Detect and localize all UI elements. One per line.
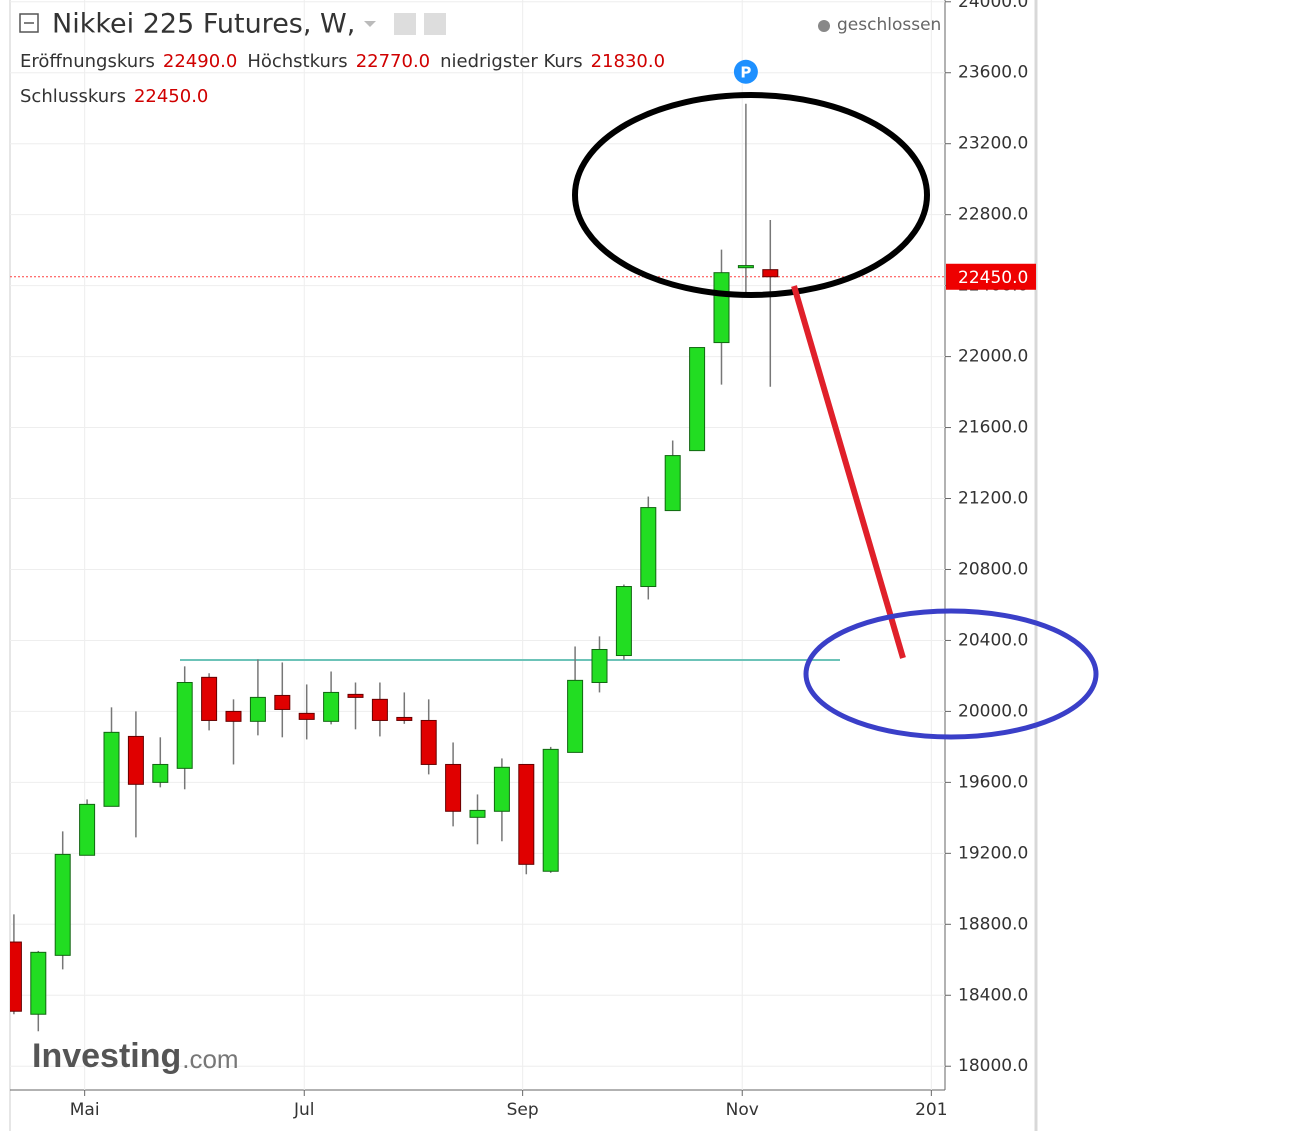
candle-body [201,676,218,721]
legend-label: Eröffnungskurs [20,51,155,72]
candle-body [347,693,364,698]
annotations [572,92,1099,740]
y-tick-label: 19200.0 [958,843,1028,863]
event-marker-label: P [740,63,751,81]
candle-body [30,951,47,1015]
legend-value: 22490.0 [163,51,237,72]
logo-name: Investing [32,1037,181,1075]
candle-body [469,809,486,818]
annotation-arrow [791,285,906,659]
ohlc-legend: Schlusskurs 22450.0 [20,86,208,107]
candle-body [127,735,144,785]
y-tick-label: 24000.0 [958,0,1028,12]
y-tick-label: 20000.0 [958,701,1028,721]
candle-body [713,272,730,344]
chart-title: Nikkei 225 Futures, W, [52,9,355,40]
candle-body [225,710,242,722]
candle-body [445,763,462,812]
candle-body [567,679,584,753]
candle-body [762,269,779,278]
y-tick-label: 18800.0 [958,914,1028,934]
annotation-ellipse [803,608,1099,740]
candle-body [542,748,559,872]
candle-body [396,716,413,721]
x-tick-label: 201 [915,1100,947,1120]
dropdown-icon[interactable] [364,21,376,27]
candle-body [640,507,657,588]
candle-body [664,455,681,512]
candle-body [737,265,754,269]
header: Nikkei 225 Futures, W, geschlossen Eröff… [19,9,941,107]
legend-value: 22450.0 [134,86,208,107]
ohlc-legend: Eröffnungskurs 22490.0 Höchstkurs 22770.0 … [20,51,665,72]
event-marker [733,59,758,84]
candle-body [54,853,71,956]
status-dot [818,20,830,32]
legend-value: 21830.0 [591,51,665,72]
settings-button[interactable] [424,13,446,35]
candle-body [298,712,315,720]
last-price-label: 22450.0 [958,268,1028,288]
y-tick-label: 20400.0 [958,630,1028,650]
legend-value: 22770.0 [356,51,430,72]
candle-body [420,719,437,765]
y-tick-label: 23600.0 [958,63,1028,83]
y-tick-label: 23200.0 [958,134,1028,154]
candle-body [152,763,169,783]
collapse-button[interactable] [19,13,39,33]
x-tick-label: Mai [70,1100,100,1120]
legend-label: Höchstkurs [247,51,347,72]
annotation-ellipse [572,92,930,298]
candle-body [10,941,22,1012]
candle-body [615,586,632,657]
status: geschlossen [837,15,941,35]
y-tick-label: 21200.0 [958,489,1028,509]
y-tick-label: 18000.0 [958,1056,1028,1076]
candle-body [689,347,706,452]
candle-body [249,696,266,722]
x-tick-label: Nov [726,1100,759,1120]
y-tick-label: 18400.0 [958,985,1028,1005]
candle-body [493,766,510,812]
eye-button[interactable] [394,13,416,35]
candle-body [371,698,388,721]
y-tick-label: 19600.0 [958,772,1028,792]
y-tick-label: 21600.0 [958,418,1028,438]
last-price-tag [946,263,1036,290]
plot-area [10,103,945,1032]
x-tick-label: Jul [293,1100,315,1120]
logo-suffix: .com [182,1044,238,1074]
candle-body [79,803,96,856]
legend-label: niedrigster Kurs [440,51,582,72]
candle-body [591,648,608,683]
candle-body [274,694,291,710]
candle-body [103,731,120,807]
x-tick-label: Sep [507,1100,539,1120]
y-tick-label: 20800.0 [958,559,1028,579]
logo: Investing .com [32,1037,239,1075]
candle-body [323,691,340,722]
candle-body [518,763,535,865]
legend-label: Schlusskurs [20,86,126,107]
y-axis-labels: 18000.0 18400.0 18800.0 19200.0 19600.0 20000… [945,0,1028,1076]
candle-body [176,681,193,769]
y-tick-label: 22000.0 [958,347,1028,367]
x-axis-labels: Mai Jul Sep Nov 201 [70,1090,948,1120]
y-tick-label: 22800.0 [958,205,1028,225]
